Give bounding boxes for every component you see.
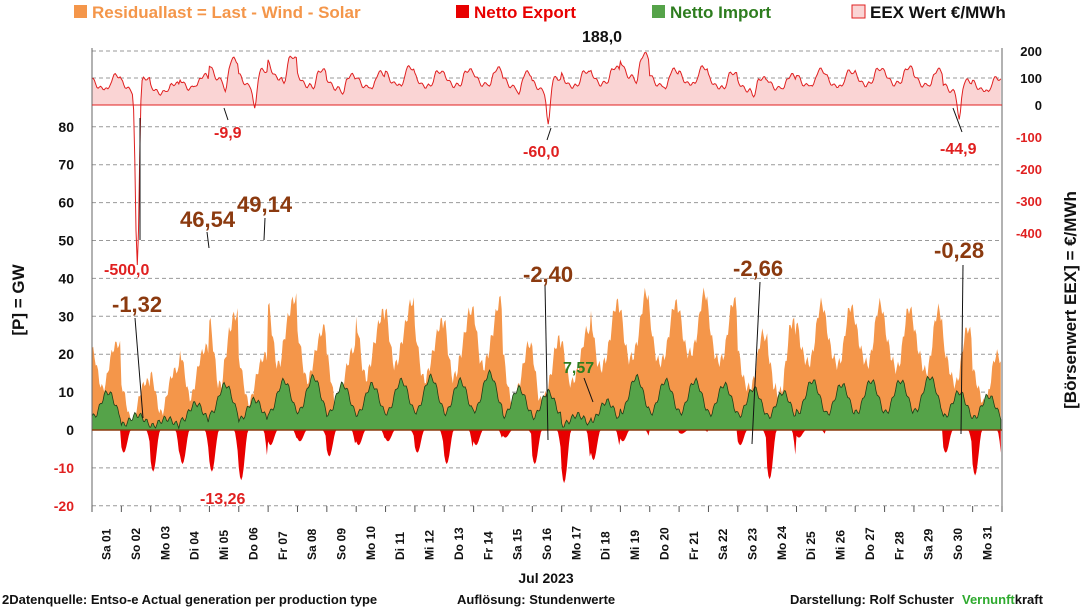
- right-tick-label: -100: [1016, 130, 1042, 145]
- ann-res-peak2: 49,14: [237, 192, 293, 217]
- ann-price-max: 188,0: [582, 29, 622, 46]
- right-tick-label: -300: [1016, 194, 1042, 209]
- annotation-leader: [751, 281, 761, 445]
- day-labels: Sa 01 So 02 Mo 03 Di 04 Mi 05 Do 06 Fr 07 Sa 08…: [100, 526, 995, 560]
- left-tick-label: -20: [54, 498, 74, 514]
- day-label: Di 04: [188, 531, 202, 560]
- day-label: Sa 29: [922, 528, 936, 560]
- ann-res-min3: -2,66: [733, 256, 783, 281]
- ann-res-min2: -2,40: [523, 262, 573, 287]
- ann-exp-min: -13,26: [200, 491, 245, 508]
- day-label: Mi 19: [628, 530, 642, 560]
- left-tick-label: 70: [58, 157, 74, 173]
- day-label: So 16: [540, 528, 554, 560]
- day-label: Mo 10: [364, 526, 378, 560]
- day-label: Sa 15: [511, 528, 525, 560]
- day-label: Do 27: [863, 527, 877, 560]
- right-tick-label: 100: [1020, 71, 1042, 86]
- day-label: Do 06: [246, 527, 260, 560]
- price-fill: [92, 52, 1001, 105]
- day-label: Di 11: [393, 532, 407, 560]
- legend-residual: Residuallast = Last - Wind - Solar: [92, 3, 361, 22]
- annotation-leader: [134, 317, 144, 419]
- ann-res-min1: -1,32: [112, 292, 162, 317]
- annotation-leader: [952, 107, 963, 133]
- day-label: Mi 26: [834, 530, 848, 560]
- right-tick-label: 200: [1020, 44, 1042, 59]
- annotation-leader: [206, 231, 210, 249]
- annotation-leader: [223, 107, 229, 121]
- day-label: Mo 24: [775, 526, 789, 560]
- left-tick-label: 0: [66, 422, 74, 438]
- left-ticks: 80 70 60 50 40 30 20 10 0 -10 -20: [54, 119, 74, 514]
- legend-swatch-eex: [851, 4, 866, 19]
- ann-price-neg3: -44,9: [940, 141, 977, 158]
- day-label: Mo 31: [980, 526, 994, 560]
- annotation-leader: [583, 377, 594, 403]
- day-label: Mi 12: [423, 530, 437, 560]
- axes: [91, 48, 1003, 506]
- series-export: [92, 430, 1001, 484]
- day-label: Di 18: [599, 531, 613, 560]
- ann-res-min4: -0,28: [934, 238, 984, 263]
- left-tick-label: 60: [58, 195, 74, 211]
- legend-swatch-residual: [74, 5, 87, 18]
- y-axis-right-title: [Börsenwert EEX] = €/MWh: [1061, 191, 1080, 409]
- left-tick-label: 50: [58, 233, 74, 249]
- left-tick-label: 40: [58, 270, 74, 286]
- footer-source: 2Datenquelle: Entso-e Actual generation …: [2, 592, 377, 607]
- annotation-leader: [263, 217, 266, 241]
- ann-imp-max: 7,57: [563, 360, 594, 377]
- day-label: So 09: [335, 528, 349, 560]
- day-label: Sa 01: [100, 528, 114, 560]
- series-group: [91, 52, 1002, 484]
- left-tick-label: -10: [54, 460, 74, 476]
- left-tick-label: 80: [58, 119, 74, 135]
- annotation-leader: [960, 264, 964, 435]
- day-label: Do 20: [657, 527, 671, 560]
- ann-res-peak1: 46,54: [180, 207, 236, 232]
- day-label: Mi 05: [217, 530, 231, 560]
- right-ticks: 200 100 0 -100 -200 -300 -400: [1016, 44, 1042, 241]
- right-tick-label: -400: [1016, 226, 1042, 241]
- left-tick-label: 20: [58, 346, 74, 362]
- ann-price-neg2: -60,0: [523, 144, 560, 161]
- legend-eex: EEX Wert €/MWh: [870, 3, 1006, 22]
- day-label: Fr 07: [276, 531, 290, 560]
- legend-swatch-import: [652, 5, 665, 18]
- day-label: Sa 22: [716, 528, 730, 560]
- ann-price-neg1: -9,9: [214, 125, 242, 142]
- day-label: Do 13: [452, 527, 466, 560]
- day-label: So 23: [745, 528, 759, 560]
- day-label: Fr 14: [481, 531, 495, 560]
- legend-import: Netto Import: [670, 3, 771, 22]
- day-label: Di 25: [804, 531, 818, 560]
- right-tick-label: 0: [1035, 98, 1042, 113]
- left-tick-label: 30: [58, 308, 74, 324]
- footer-brand: Vernunftkraft: [962, 592, 1044, 607]
- annotation-leader: [546, 127, 552, 141]
- day-label: Mo 17: [569, 526, 583, 560]
- day-label: Fr 28: [892, 531, 906, 560]
- day-label: Mo 03: [158, 526, 172, 560]
- series-eex-price: [91, 52, 1002, 266]
- right-tick-label: -200: [1016, 162, 1042, 177]
- day-label: So 30: [951, 528, 965, 560]
- annotation-leaders: [134, 107, 964, 445]
- footer-resolution: Auflösung: Stundenwerte: [457, 592, 615, 607]
- ann-price-min1: -500,0: [104, 262, 149, 279]
- price-area: [92, 52, 1001, 105]
- day-label: Fr 21: [687, 531, 701, 560]
- legend-export: Netto Export: [474, 3, 576, 22]
- legend-swatch-export: [456, 5, 469, 18]
- footer-author: Darstellung: Rolf Schuster: [790, 592, 954, 607]
- annotation-leader: [544, 284, 549, 441]
- day-label: Sa 08: [305, 528, 319, 560]
- x-axis-title: Jul 2023: [518, 570, 573, 586]
- left-tick-label: 10: [58, 384, 74, 400]
- legend: Residuallast = Last - Wind - Solar Netto…: [74, 3, 1006, 22]
- day-label: So 02: [129, 528, 143, 560]
- y-axis-left-title: [P] = GW: [9, 263, 28, 335]
